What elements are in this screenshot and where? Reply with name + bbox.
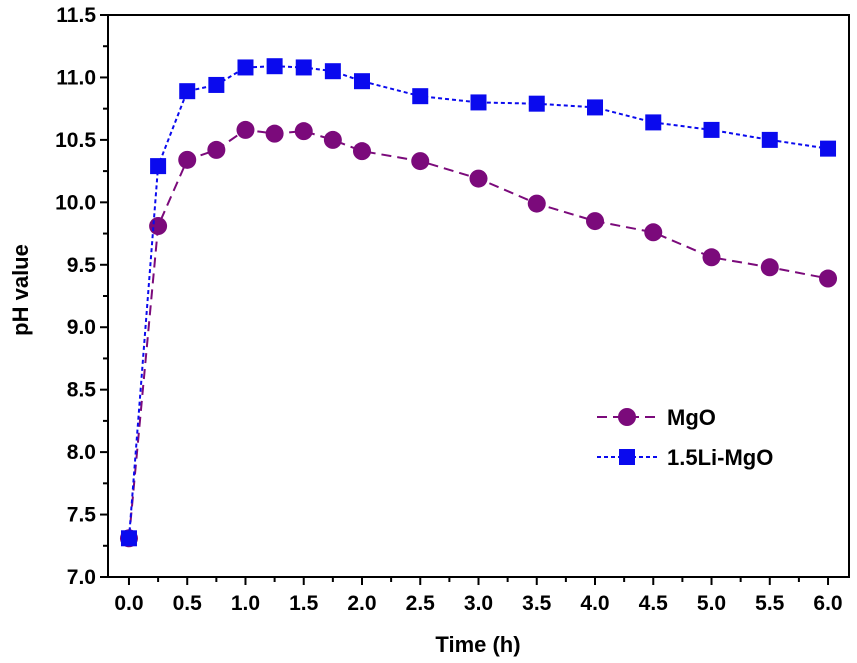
x-axis-title: Time (h) bbox=[435, 632, 520, 657]
data-point bbox=[207, 140, 226, 159]
data-point bbox=[324, 63, 341, 80]
data-point bbox=[761, 131, 778, 148]
x-tick-label: 5.0 bbox=[697, 592, 726, 615]
y-axis-title: pH value bbox=[8, 244, 33, 336]
data-point bbox=[265, 124, 284, 143]
data-point bbox=[412, 88, 429, 105]
x-tick-label: 1.5 bbox=[289, 592, 319, 615]
data-point bbox=[587, 99, 604, 116]
data-point bbox=[411, 152, 430, 171]
data-point bbox=[150, 158, 167, 175]
data-point bbox=[702, 248, 721, 267]
data-point bbox=[819, 269, 838, 288]
legend-marker bbox=[618, 408, 636, 426]
y-tick-label: 11.5 bbox=[56, 4, 96, 27]
x-tick-label: 4.5 bbox=[639, 592, 669, 615]
x-tick-label: 3.0 bbox=[464, 592, 493, 615]
x-tick-label: 6.0 bbox=[813, 592, 842, 615]
series-mgo bbox=[119, 120, 838, 548]
y-tick-label: 8.5 bbox=[67, 379, 97, 402]
x-tick-label: 0.5 bbox=[173, 592, 203, 615]
y-tick-label: 7.5 bbox=[67, 504, 97, 527]
data-point bbox=[149, 217, 168, 236]
x-tick-label: 1.0 bbox=[231, 592, 260, 615]
y-tick-label: 8.0 bbox=[67, 441, 96, 464]
legend-marker bbox=[619, 449, 635, 465]
y-tick-label: 9.0 bbox=[67, 316, 96, 339]
x-tick-label: 5.5 bbox=[755, 592, 785, 615]
data-point bbox=[179, 83, 196, 100]
data-point bbox=[760, 258, 779, 277]
x-tick-label: 2.0 bbox=[347, 592, 376, 615]
series-line bbox=[128, 128, 829, 539]
data-point bbox=[528, 95, 545, 112]
y-tick-label: 10.0 bbox=[55, 191, 96, 214]
data-point bbox=[237, 59, 254, 76]
y-tick-label: 10.5 bbox=[55, 129, 96, 152]
data-point bbox=[644, 223, 663, 242]
legend: MgO 1.5Li-MgO bbox=[597, 405, 773, 470]
y-tick-label: 9.5 bbox=[67, 254, 97, 277]
data-point bbox=[586, 212, 605, 231]
data-point bbox=[645, 114, 662, 131]
data-point bbox=[527, 194, 546, 213]
data-point bbox=[470, 94, 487, 111]
x-tick-label: 2.5 bbox=[406, 592, 436, 615]
x-tick-label: 3.5 bbox=[522, 592, 552, 615]
data-point bbox=[120, 530, 137, 547]
data-point bbox=[323, 130, 342, 149]
data-point bbox=[353, 73, 370, 90]
data-point bbox=[295, 59, 312, 76]
series-layer bbox=[119, 58, 838, 548]
legend-label: MgO bbox=[667, 405, 716, 430]
data-point bbox=[236, 120, 255, 139]
data-point bbox=[178, 150, 197, 169]
y-tick-label: 7.0 bbox=[67, 566, 96, 589]
data-point bbox=[469, 169, 488, 188]
series-li-mgo bbox=[120, 58, 837, 547]
x-tick-label: 4.0 bbox=[580, 592, 609, 615]
x-tick-label: 0.0 bbox=[114, 592, 143, 615]
data-point bbox=[294, 122, 313, 141]
data-point bbox=[820, 140, 837, 157]
data-point bbox=[703, 121, 720, 138]
legend-label: 1.5Li-MgO bbox=[667, 445, 773, 470]
y-axis: 7.0 7.5 8.0 8.5 9.0 9.5 10.0 10.5 11.0 11.5 bbox=[55, 4, 108, 589]
y-tick-label: 11.0 bbox=[56, 66, 96, 89]
data-point bbox=[208, 76, 225, 93]
data-point bbox=[266, 58, 283, 75]
x-axis: 0.0 0.5 1.0 1.5 2.0 2.5 3.0 3.5 4.0 4.5 5.0 5.5 6.0 bbox=[114, 577, 843, 615]
data-point bbox=[352, 142, 371, 161]
